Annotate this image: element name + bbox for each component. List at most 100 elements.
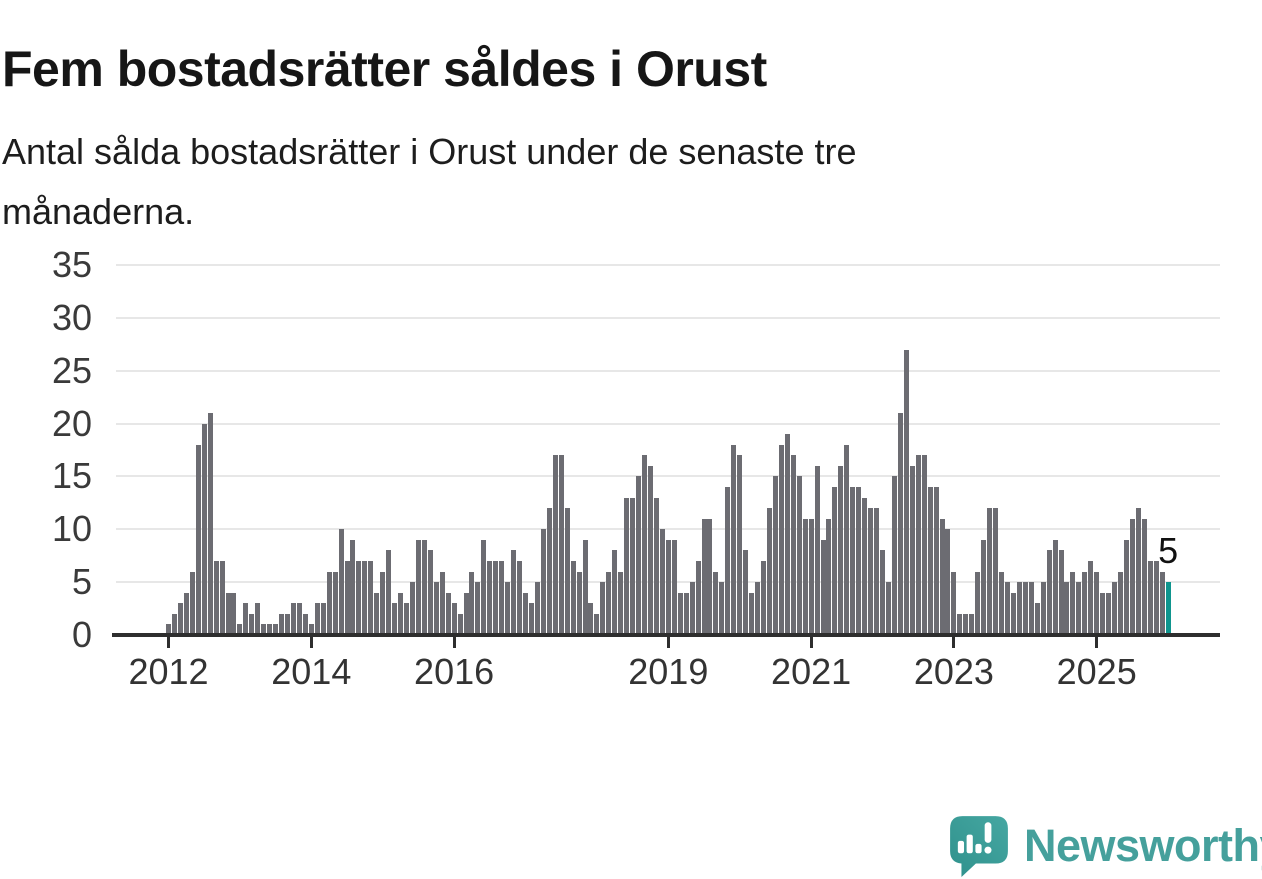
y-axis-tick-label: 15 [51, 455, 92, 497]
bar [409, 582, 415, 635]
bar [885, 582, 891, 635]
bar [285, 613, 290, 635]
bar [1159, 571, 1165, 635]
bar [255, 603, 261, 635]
bar [618, 571, 624, 635]
bar [915, 455, 921, 635]
bar [552, 455, 558, 635]
bar [183, 592, 189, 635]
bar [659, 529, 665, 635]
x-axis-tick-label: 2012 [128, 651, 209, 692]
bar [404, 603, 409, 635]
bar [517, 561, 523, 635]
bar [374, 592, 380, 635]
bar [350, 539, 356, 635]
bar [897, 413, 903, 635]
bar [1129, 518, 1135, 635]
x-axis-tick-label: 2019 [628, 651, 709, 692]
bar [772, 476, 778, 635]
bar [993, 508, 999, 635]
bar [647, 465, 653, 635]
bar [290, 603, 296, 635]
bar [1135, 508, 1141, 635]
bar [612, 550, 618, 635]
bar [463, 592, 469, 635]
x-axis-tick [309, 637, 313, 648]
bar [832, 487, 838, 635]
bar [778, 444, 784, 635]
bar [213, 561, 219, 635]
bar [433, 582, 439, 635]
bar [237, 624, 243, 635]
bar [523, 592, 528, 635]
bar [689, 582, 695, 635]
logo-exclamation-icon [984, 822, 992, 843]
bar [1100, 592, 1106, 635]
y-axis-tick-label: 30 [51, 296, 92, 338]
bar [338, 529, 344, 635]
bar [564, 508, 570, 635]
bar [850, 487, 856, 635]
bar [677, 592, 683, 635]
bar [1082, 571, 1088, 635]
bar [380, 571, 386, 635]
x-axis-tick [666, 637, 670, 648]
logo-bar-icon [957, 840, 965, 854]
chart-subtitle: Antal sålda bostadsrätter i Orust under … [2, 122, 1192, 242]
bar [505, 582, 511, 635]
gridline [116, 528, 1220, 531]
bar [487, 561, 493, 635]
bar [392, 603, 398, 635]
bar [856, 487, 862, 635]
bar [802, 518, 808, 635]
bar [874, 508, 880, 635]
bar [171, 613, 177, 635]
bar [981, 539, 987, 635]
bar [766, 508, 772, 635]
bar [1016, 582, 1022, 635]
bar [475, 582, 481, 635]
chart-subtitle-line1: Antal sålda bostadsrätter i Orust under … [2, 131, 857, 172]
chart-title: Fem bostadsrätter såldes i Orust [2, 40, 767, 97]
bar [630, 497, 636, 635]
bar [166, 624, 171, 635]
bar [814, 465, 820, 635]
bar [737, 455, 743, 635]
bar [320, 603, 326, 635]
x-axis-tick [167, 637, 170, 648]
bar [1052, 539, 1058, 635]
x-axis-tick-label: 2023 [913, 651, 994, 692]
bar [1070, 571, 1076, 635]
bar [386, 550, 392, 635]
bar [749, 592, 755, 635]
bar [398, 592, 404, 635]
gridline [116, 422, 1220, 425]
bar [1010, 592, 1016, 635]
bar [1046, 550, 1052, 635]
bar [725, 487, 731, 635]
bar [1106, 592, 1112, 635]
bar [362, 561, 368, 635]
bar [731, 444, 737, 635]
bar [624, 497, 630, 635]
logo-bar-icon [966, 834, 973, 854]
bar [880, 550, 885, 635]
x-axis-tick-label: 2025 [1056, 651, 1137, 692]
logo-bar-icon [975, 843, 982, 854]
bar [1058, 550, 1064, 635]
bar [891, 476, 897, 635]
bar [975, 571, 981, 635]
bar [1153, 561, 1159, 635]
bar [665, 539, 671, 635]
x-axis-tick-label: 2016 [414, 651, 495, 692]
gridline [116, 264, 1220, 266]
gridline [116, 475, 1220, 478]
y-axis-tick-label: 35 [51, 244, 92, 285]
bar [421, 539, 427, 635]
x-axis-tick-label: 2014 [271, 651, 352, 692]
bar [701, 518, 707, 635]
bar [1094, 571, 1100, 635]
bar [261, 624, 267, 635]
x-axis-tick [452, 637, 456, 648]
